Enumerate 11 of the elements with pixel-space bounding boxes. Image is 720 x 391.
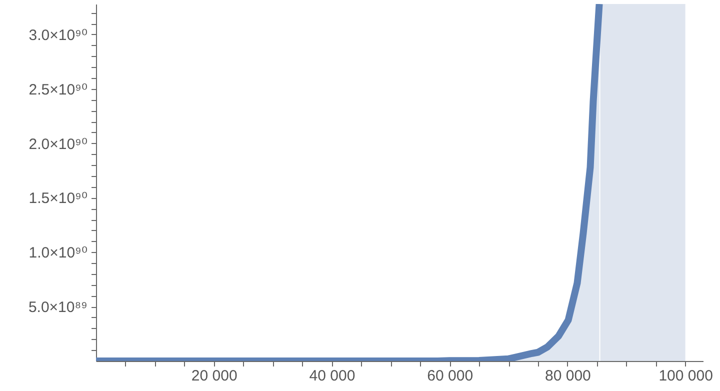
y-tick-label: 1.0×10⁹⁰ [28,244,88,262]
x-tick-label: 60 000 [427,368,474,384]
y-tick-label: 2.5×10⁹⁰ [28,81,88,98]
y-tick-label: 2.0×10⁹⁰ [28,136,88,153]
x-tick-label: 100 000 [658,368,713,384]
y-tick-label: 1.5×10⁹⁰ [28,190,88,208]
x-tick-label: 20 000 [191,368,238,384]
y-tick-label: 3.0×10⁹⁰ [28,26,88,44]
x-tick-label: 80 000 [545,368,591,384]
y-tick-label: 5.0×10⁸⁹ [28,299,88,316]
x-tick-label: 40 000 [309,368,356,384]
